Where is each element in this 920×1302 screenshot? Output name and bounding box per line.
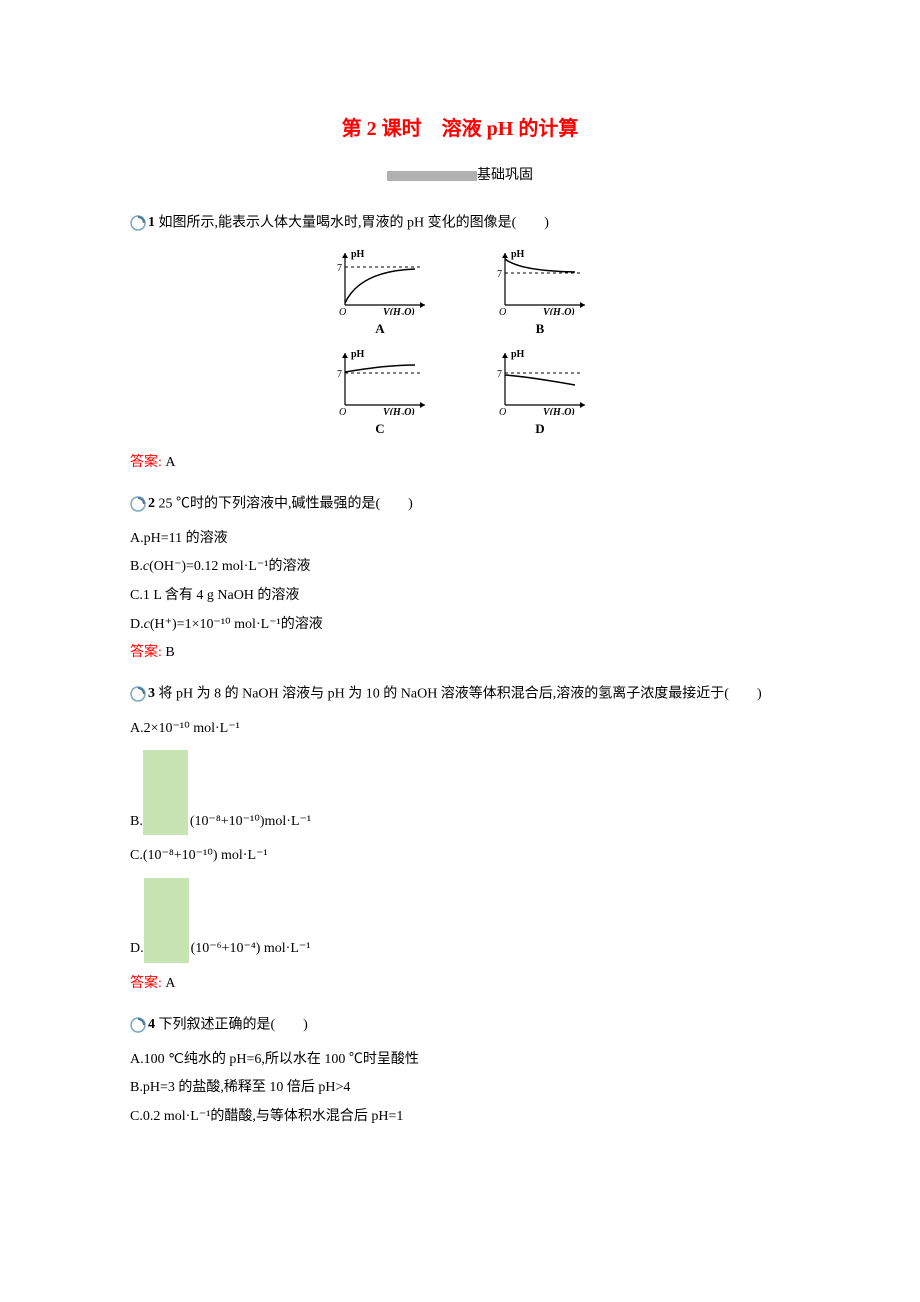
svg-text:pH: pH [511, 249, 525, 260]
question-2: 2 25 ℃时的下列溶液中,碱性最强的是( ) [130, 491, 790, 518]
bullet-icon [130, 215, 146, 231]
option-d: D. (10⁻⁶+10⁻⁴) mol·L⁻¹ [130, 878, 790, 963]
svg-text:O: O [499, 307, 506, 315]
chart-d-icon: 7 pH O V(H₂O) [485, 345, 595, 415]
opt-prefix: B. [130, 809, 143, 836]
figure-label-b: B [536, 317, 545, 342]
sub-figure-d: 7 pH O V(H₂O) D [475, 345, 605, 442]
opt-prefix: D. [130, 617, 144, 632]
chart-a-icon: 7 pH O V(H₂O) [325, 245, 435, 315]
bullet-icon [130, 686, 146, 702]
svg-text:pH: pH [351, 249, 365, 260]
svg-text:7: 7 [337, 369, 342, 380]
svg-text:V(H₂O): V(H₂O) [543, 307, 575, 315]
svg-text:7: 7 [497, 269, 502, 280]
question-3: 3 将 pH 为 8 的 NaOH 溶液与 pH 为 10 的 NaOH 溶液等… [130, 681, 790, 708]
opt-rest: (10⁻⁸+10⁻¹⁰)mol·L⁻¹ [190, 809, 311, 836]
answer-value: A [165, 455, 175, 470]
question-number: 4 [148, 1012, 155, 1039]
question-text: 下列叙述正确的是( ) [159, 1017, 308, 1032]
svg-text:pH: pH [511, 349, 525, 360]
answer-label: 答案: [130, 645, 162, 660]
green-box-icon [144, 878, 189, 963]
svg-text:V(H₂O): V(H₂O) [383, 407, 415, 415]
option-a: A.pH=11 的溶液 [130, 526, 790, 553]
svg-text:7: 7 [337, 263, 342, 274]
opt-prefix: B. [130, 559, 143, 574]
svg-text:7: 7 [497, 369, 502, 380]
question-4: 4 下列叙述正确的是( ) [130, 1012, 790, 1039]
answer-q3: 答案: A [130, 971, 790, 998]
figure-label-d: D [535, 417, 544, 442]
svg-text:V(H₂O): V(H₂O) [543, 407, 575, 415]
chart-c-icon: 7 pH O V(H₂O) [325, 345, 435, 415]
svg-text:pH: pH [351, 349, 365, 360]
question-text: 如图所示,能表示人体大量喝水时,胃液的 pH 变化的图像是( ) [159, 215, 549, 230]
figure-label-a: A [375, 317, 384, 342]
bullet-icon [130, 496, 146, 512]
opt-rest: (10⁻⁶+10⁻⁴) mol·L⁻¹ [191, 936, 311, 963]
question-number: 3 [148, 681, 155, 708]
answer-q2: 答案: B [130, 640, 790, 667]
figure-block-q1: 7 pH O V(H₂O) A 7 pH O V(H₂O) B [130, 245, 790, 442]
option-a: A.100 ℃纯水的 pH=6,所以水在 100 ℃时呈酸性 [130, 1047, 790, 1074]
answer-q1: 答案: A [130, 450, 790, 477]
page-title: 第 2 课时 溶液 pH 的计算 [130, 110, 790, 148]
sub-figure-a: 7 pH O V(H₂O) A [315, 245, 445, 342]
green-box-icon [143, 750, 188, 835]
option-d: D.c(H⁺)=1×10⁻¹⁰ mol·L⁻¹的溶液 [130, 612, 790, 639]
section-subtitle-row: 基础巩固 [130, 163, 790, 190]
answer-label: 答案: [130, 976, 162, 991]
option-b: B.pH=3 的盐酸,稀释至 10 倍后 pH>4 [130, 1075, 790, 1102]
question-1: 1 如图所示,能表示人体大量喝水时,胃液的 pH 变化的图像是( ) [130, 210, 790, 237]
gray-bar-icon [387, 171, 477, 181]
opt-rest: (H⁺)=1×10⁻¹⁰ mol·L⁻¹的溶液 [150, 617, 323, 632]
opt-rest: (OH⁻)=0.12 mol·L⁻¹的溶液 [149, 559, 310, 574]
sub-figure-c: 7 pH O V(H₂O) C [315, 345, 445, 442]
answer-value: B [165, 645, 174, 660]
opt-prefix: D. [130, 936, 144, 963]
option-c: C.(10⁻⁸+10⁻¹⁰) mol·L⁻¹ [130, 843, 790, 870]
question-text: 25 ℃时的下列溶液中,碱性最强的是( ) [159, 496, 413, 511]
option-b: B. (10⁻⁸+10⁻¹⁰)mol·L⁻¹ [130, 750, 790, 835]
option-a: A.2×10⁻¹⁰ mol·L⁻¹ [130, 716, 790, 743]
option-c: C.0.2 mol·L⁻¹的醋酸,与等体积水混合后 pH=1 [130, 1104, 790, 1131]
svg-text:O: O [339, 407, 346, 415]
question-number: 2 [148, 491, 155, 518]
option-c: C.1 L 含有 4 g NaOH 的溶液 [130, 583, 790, 610]
figure-label-c: C [375, 417, 384, 442]
section-subtitle: 基础巩固 [477, 163, 533, 190]
option-b: B.c(OH⁻)=0.12 mol·L⁻¹的溶液 [130, 554, 790, 581]
svg-text:V(H₂O): V(H₂O) [383, 307, 415, 315]
answer-value: A [165, 976, 175, 991]
answer-label: 答案: [130, 455, 162, 470]
question-number: 1 [148, 210, 155, 237]
svg-text:O: O [339, 307, 346, 315]
svg-text:O: O [499, 407, 506, 415]
bullet-icon [130, 1017, 146, 1033]
chart-b-icon: 7 pH O V(H₂O) [485, 245, 595, 315]
sub-figure-b: 7 pH O V(H₂O) B [475, 245, 605, 342]
question-text: 将 pH 为 8 的 NaOH 溶液与 pH 为 10 的 NaOH 溶液等体积… [159, 686, 762, 701]
